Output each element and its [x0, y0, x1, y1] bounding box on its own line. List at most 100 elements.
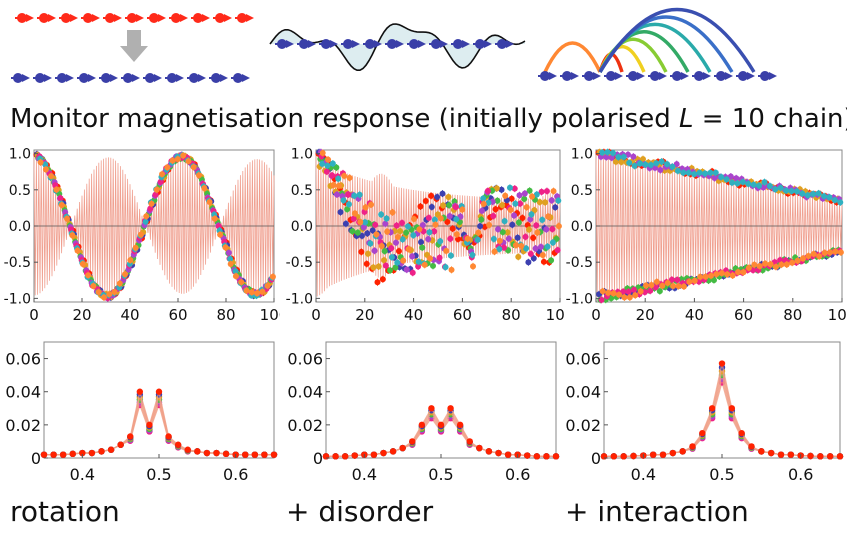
data-point	[478, 207, 485, 214]
red-spin	[149, 13, 159, 23]
data-point	[669, 163, 676, 170]
data-point	[679, 448, 686, 455]
data-point	[521, 190, 528, 197]
data-point	[142, 218, 149, 225]
data-point	[495, 226, 502, 233]
data-point	[363, 260, 370, 267]
data-point	[196, 172, 202, 179]
data-point	[545, 213, 552, 220]
data-point	[689, 443, 696, 450]
data-point	[549, 226, 556, 233]
data-point	[718, 360, 726, 367]
data-point	[502, 192, 509, 199]
y-tick-label: 0.06	[5, 350, 41, 369]
data-point	[543, 226, 550, 233]
data-point	[485, 199, 492, 206]
red-spin-arrowhead	[26, 14, 34, 22]
data-point	[532, 245, 539, 252]
data-point	[405, 246, 412, 253]
data-point	[740, 269, 747, 276]
data-point	[478, 216, 485, 223]
data-point	[817, 453, 824, 460]
data-point	[480, 195, 487, 202]
data-point	[157, 178, 164, 185]
data-point	[685, 169, 692, 176]
data-point	[718, 173, 725, 180]
data-point	[426, 229, 433, 236]
x-tick-label: 0.5	[709, 465, 734, 484]
data-point	[42, 161, 49, 168]
data-point	[383, 215, 390, 222]
data-point	[549, 239, 556, 246]
blue-spin-arrowhead	[198, 74, 206, 82]
data-point	[428, 204, 435, 211]
y-tick-label: 0.02	[5, 416, 41, 435]
data-point	[117, 441, 124, 448]
data-point	[100, 294, 107, 301]
illustration-rotation	[11, 13, 254, 83]
red-spin-arrowhead	[158, 14, 166, 22]
data-point	[630, 153, 637, 160]
data-point	[394, 259, 401, 266]
data-point	[333, 164, 340, 171]
data-point	[729, 272, 736, 279]
series-7	[599, 248, 844, 301]
x-tick-label: 60	[734, 306, 753, 324]
red-spin	[193, 13, 203, 23]
data-point	[364, 230, 371, 237]
plot-frame	[325, 341, 557, 459]
red-spin	[39, 13, 49, 23]
data-point	[439, 190, 446, 197]
magnetisation-plot-rotation: 0 20 40 60 80 100 -1.0 -0.5 0.0 0.5 1.0	[4, 147, 280, 324]
data-point	[422, 198, 429, 205]
y-tick-label: 0.0	[9, 219, 31, 235]
data-point	[447, 252, 454, 259]
data-point	[116, 280, 123, 287]
data-point	[356, 191, 363, 198]
data-point	[427, 255, 434, 262]
red-spin-arrowhead	[114, 14, 122, 22]
blue-spin	[189, 73, 199, 83]
magnetisation-plot-disorder: 0 20 40 60 80 100 -1.0 -0.5 0.0 0.5 1.0	[286, 147, 565, 324]
blue-spin-arrowhead	[374, 40, 382, 48]
blue-spin	[540, 71, 550, 81]
y-tick-label: 0.0	[291, 219, 313, 235]
data-point	[767, 261, 774, 268]
data-point	[351, 210, 358, 217]
blue-spin-arrowhead	[242, 74, 250, 82]
data-point	[388, 245, 395, 252]
x-tick-label: 20	[355, 306, 374, 324]
blue-spin	[233, 73, 243, 83]
y-tick-label: 0.5	[571, 183, 593, 199]
data-point	[345, 191, 352, 198]
data-point	[674, 276, 681, 283]
data-point	[485, 448, 493, 455]
data-point	[184, 446, 191, 453]
data-point	[37, 159, 44, 166]
blue-spin-arrowhead	[308, 40, 316, 48]
data-point	[206, 199, 213, 206]
data-point	[631, 286, 638, 293]
data-point	[603, 154, 610, 161]
data-point	[243, 287, 250, 294]
data-point	[620, 453, 627, 460]
data-point	[464, 235, 471, 242]
interaction-arc	[598, 7, 756, 73]
data-point	[807, 452, 814, 460]
data-point	[403, 229, 410, 236]
data-point	[107, 446, 115, 453]
data-point	[477, 223, 484, 230]
data-point	[459, 206, 466, 213]
data-point	[375, 263, 382, 270]
data-point	[146, 421, 153, 429]
data-point	[358, 248, 365, 255]
data-point	[362, 204, 369, 211]
data-point	[537, 243, 544, 250]
series-6	[599, 148, 844, 206]
blue-spin	[562, 71, 572, 81]
data-point	[615, 154, 622, 161]
y-tick-label: -1.0	[286, 291, 313, 307]
data-point	[734, 180, 741, 187]
data-point	[57, 195, 64, 202]
data-point	[211, 215, 218, 222]
